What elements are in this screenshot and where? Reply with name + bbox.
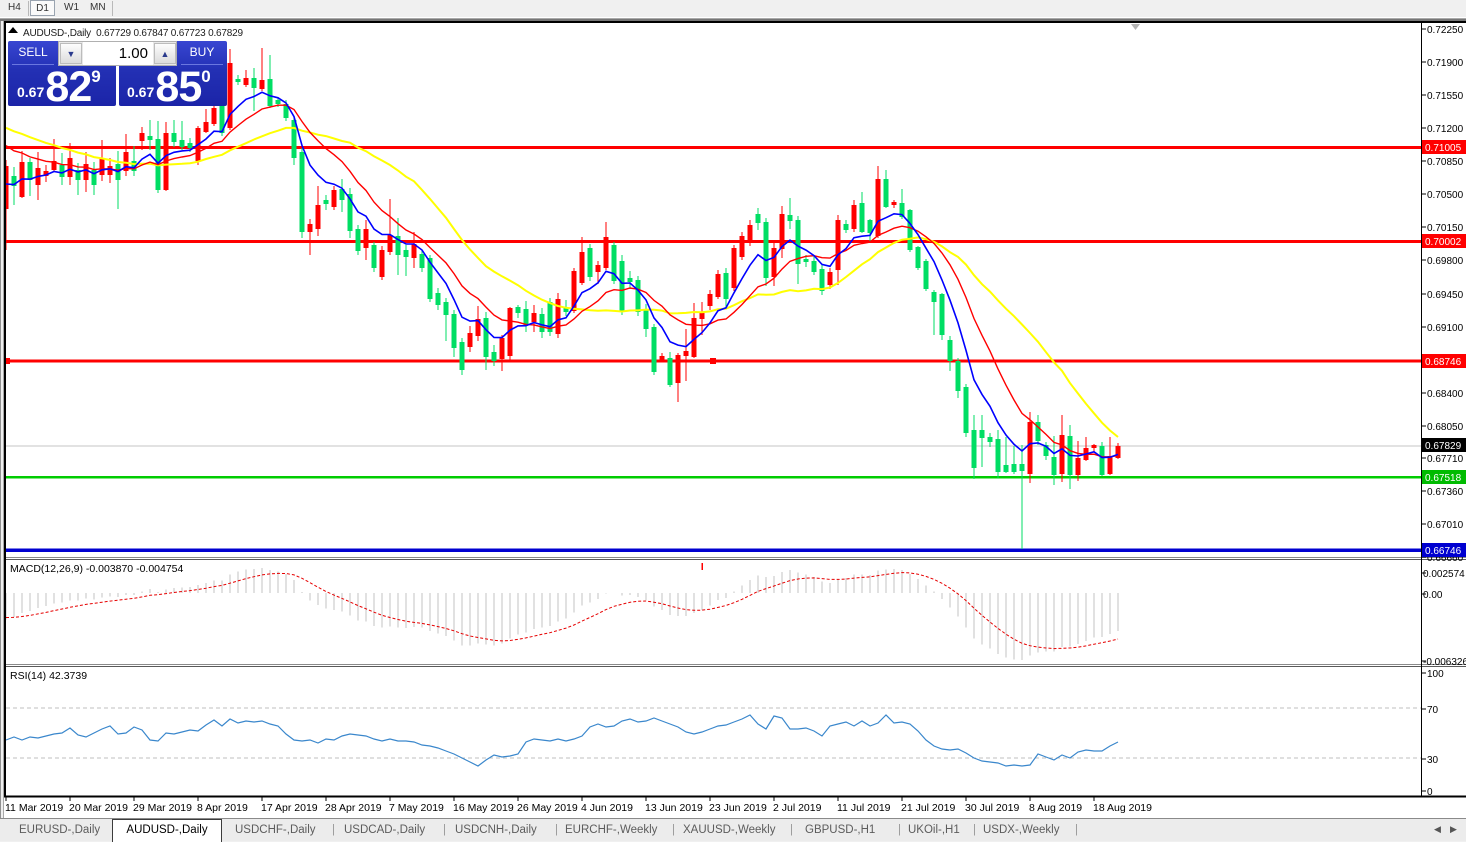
svg-text:16 May 2019: 16 May 2019 (453, 802, 514, 814)
svg-text:0.71550: 0.71550 (1427, 91, 1464, 102)
svg-text:0.68746: 0.68746 (1425, 357, 1462, 368)
svg-text:0.69800: 0.69800 (1427, 256, 1464, 267)
svg-text:21 Jul 2019: 21 Jul 2019 (901, 802, 955, 814)
svg-text:13 Jun 2019: 13 Jun 2019 (645, 802, 703, 814)
svg-text:0.68050: 0.68050 (1427, 422, 1464, 433)
svg-text:30: 30 (1427, 755, 1439, 766)
svg-text:28 Apr 2019: 28 Apr 2019 (325, 802, 382, 814)
svg-text:8 Apr 2019: 8 Apr 2019 (197, 802, 248, 814)
svg-text:30 Jul 2019: 30 Jul 2019 (965, 802, 1019, 814)
svg-text:0.69450: 0.69450 (1427, 290, 1464, 301)
svg-text:0.70850: 0.70850 (1427, 157, 1464, 168)
svg-text:100: 100 (1427, 669, 1444, 680)
svg-text:11 Jul 2019: 11 Jul 2019 (837, 802, 891, 814)
svg-text:17 Apr 2019: 17 Apr 2019 (261, 802, 318, 814)
svg-text:2 Jul 2019: 2 Jul 2019 (773, 802, 822, 814)
svg-text:29 Mar 2019: 29 Mar 2019 (133, 802, 192, 814)
svg-text:0.67710: 0.67710 (1427, 454, 1464, 465)
svg-text:0.71900: 0.71900 (1427, 58, 1464, 69)
svg-text:MACD(12,26,9) -0.003870 -0.004: MACD(12,26,9) -0.003870 -0.004754 (10, 563, 184, 575)
svg-text:4 Jun 2019: 4 Jun 2019 (581, 802, 633, 814)
svg-text:0.66746: 0.66746 (1425, 546, 1462, 557)
svg-text:18 Aug 2019: 18 Aug 2019 (1093, 802, 1152, 814)
svg-text:0.71200: 0.71200 (1427, 124, 1464, 135)
svg-text:0.67010: 0.67010 (1427, 520, 1464, 531)
svg-text:AUDUSD-,Daily 0.67729 0.67847: AUDUSD-,Daily 0.67729 0.67847 0.67723 0.… (23, 28, 243, 39)
svg-text:23 Jun 2019: 23 Jun 2019 (709, 802, 767, 814)
svg-text:7 May 2019: 7 May 2019 (389, 802, 444, 814)
svg-text:0.67360: 0.67360 (1427, 487, 1464, 498)
svg-text:11 Mar 2019: 11 Mar 2019 (5, 802, 63, 814)
svg-text:0.67829: 0.67829 (1425, 441, 1462, 452)
svg-text:20 Mar 2019: 20 Mar 2019 (69, 802, 128, 814)
svg-text:0.00: 0.00 (1423, 590, 1443, 601)
svg-text:0.70002: 0.70002 (1425, 237, 1462, 248)
svg-text:70: 70 (1427, 705, 1439, 716)
svg-text:0.71005: 0.71005 (1425, 143, 1462, 154)
svg-text:RSI(14) 42.3739: RSI(14) 42.3739 (10, 670, 87, 682)
svg-text:26 May 2019: 26 May 2019 (517, 802, 578, 814)
svg-text:0.69100: 0.69100 (1427, 323, 1464, 334)
svg-text:0.70500: 0.70500 (1427, 190, 1464, 201)
svg-text:0.67518: 0.67518 (1425, 473, 1462, 484)
svg-text:0.66660: 0.66660 (1427, 553, 1464, 564)
svg-text:0.72250: 0.72250 (1427, 25, 1464, 36)
svg-text:-0.006326: -0.006326 (1423, 657, 1466, 668)
svg-text:0.70150: 0.70150 (1427, 223, 1464, 234)
svg-text:0.002574: 0.002574 (1423, 569, 1465, 580)
svg-text:0.68400: 0.68400 (1427, 389, 1464, 400)
svg-text:8 Aug 2019: 8 Aug 2019 (1029, 802, 1082, 814)
svg-text:0: 0 (1427, 787, 1433, 798)
